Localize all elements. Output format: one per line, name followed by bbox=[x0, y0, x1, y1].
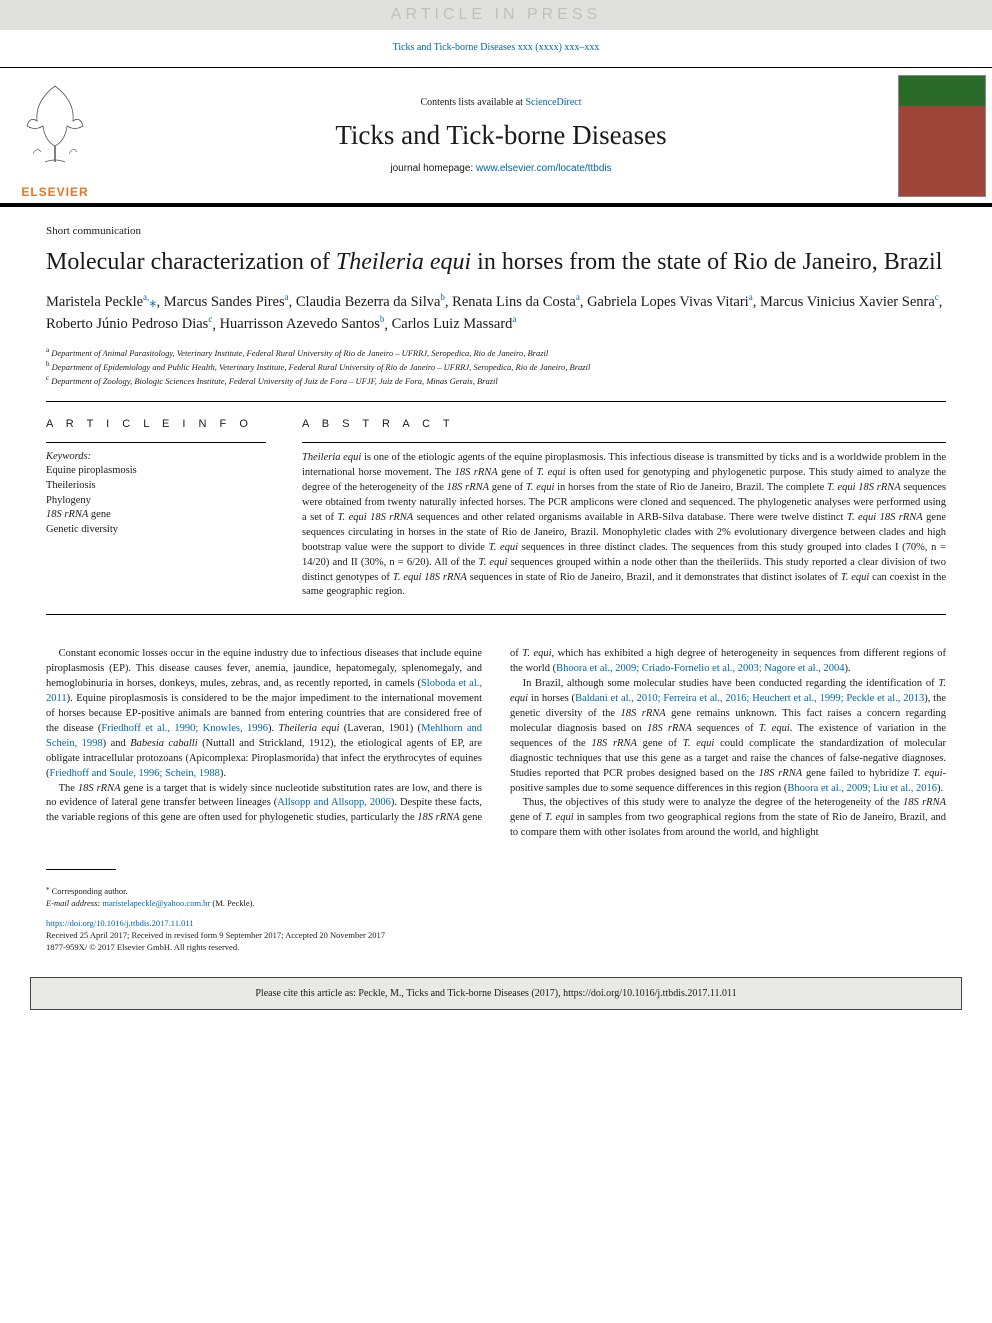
keywords-list: Equine piroplasmosisTheileriosisPhylogen… bbox=[46, 464, 266, 537]
affiliation: a Department of Animal Parasitology, Vet… bbox=[46, 346, 946, 360]
body-paragraph: Thus, the objectives of this study were … bbox=[510, 796, 946, 841]
doi-link[interactable]: https://doi.org/10.1016/j.ttbdis.2017.11… bbox=[46, 918, 946, 930]
author: Huarrisson Azevedo Santosb bbox=[220, 316, 385, 332]
contents-lists-line: Contents lists available at ScienceDirec… bbox=[110, 97, 892, 108]
email-line: E-mail address: maristelapeckle@yahoo.co… bbox=[46, 898, 946, 910]
keyword: Theileriosis bbox=[46, 479, 266, 494]
divider bbox=[46, 401, 946, 402]
corresponding-email-link[interactable]: maristelapeckle@yahoo.com.br bbox=[102, 898, 210, 908]
journal-header-center: Contents lists available at ScienceDirec… bbox=[110, 68, 892, 203]
affiliation-list: a Department of Animal Parasitology, Vet… bbox=[46, 346, 946, 387]
page-container: ARTICLE IN PRESS Ticks and Tick-borne Di… bbox=[0, 0, 992, 1010]
abstract-text: Theileria equi is one of the etiologic a… bbox=[302, 451, 946, 600]
keyword: Equine piroplasmosis bbox=[46, 464, 266, 479]
author: Maristela Pecklea,⁎ bbox=[46, 294, 157, 310]
body-paragraph: Constant economic losses occur in the eq… bbox=[46, 647, 482, 781]
author: Roberto Júnio Pedroso Diasc bbox=[46, 316, 212, 332]
keyword: 18S rRNA gene bbox=[46, 508, 266, 523]
contents-prefix: Contents lists available at bbox=[420, 97, 525, 108]
body-paragraph: In Brazil, although some molecular studi… bbox=[510, 677, 946, 796]
info-abstract-row: A R T I C L E I N F O Keywords: Equine p… bbox=[46, 418, 946, 600]
author: Carlos Luiz Massarda bbox=[392, 316, 517, 332]
title-pre: Molecular characterization of bbox=[46, 249, 336, 275]
journal-homepage-line: journal homepage: www.elsevier.com/locat… bbox=[110, 163, 892, 174]
affiliation: c Department of Zoology, Biologic Scienc… bbox=[46, 374, 946, 388]
journal-homepage-link[interactable]: www.elsevier.com/locate/ttbdis bbox=[476, 163, 612, 174]
doi-block: https://doi.org/10.1016/j.ttbdis.2017.11… bbox=[0, 910, 992, 968]
divider bbox=[46, 614, 946, 615]
abstract-column: A B S T R A C T Theileria equi is one of… bbox=[302, 418, 946, 600]
journal-header: ELSEVIER Contents lists available at Sci… bbox=[0, 67, 992, 207]
footnotes: ⁎ Corresponding author. E-mail address: … bbox=[0, 884, 992, 910]
elsevier-tree-icon bbox=[15, 76, 95, 166]
article-title: Molecular characterization of Theileria … bbox=[46, 247, 946, 277]
received-dates: Received 25 April 2017; Received in revi… bbox=[46, 930, 946, 942]
publisher-logo: ELSEVIER bbox=[0, 68, 110, 203]
title-post: in horses from the state of Rio de Janei… bbox=[471, 249, 942, 275]
footnote-separator bbox=[46, 869, 116, 870]
divider bbox=[46, 442, 266, 443]
abstract-heading: A B S T R A C T bbox=[302, 418, 946, 430]
author: Claudia Bezerra da Silvab bbox=[296, 294, 445, 310]
keywords-label: Keywords: bbox=[46, 451, 266, 462]
keyword: Genetic diversity bbox=[46, 523, 266, 538]
keyword: Phylogeny bbox=[46, 494, 266, 509]
citation-box: Please cite this article as: Peckle, M.,… bbox=[30, 977, 962, 1010]
body-text-columns: Constant economic losses occur in the eq… bbox=[46, 647, 946, 841]
article-info-column: A R T I C L E I N F O Keywords: Equine p… bbox=[46, 418, 266, 600]
author: Marcus Vinicius Xavier Senrac bbox=[760, 294, 939, 310]
email-label: E-mail address: bbox=[46, 898, 100, 908]
affiliation: b Department of Epidemiology and Public … bbox=[46, 360, 946, 374]
author-list: Maristela Pecklea,⁎, Marcus Sandes Pires… bbox=[46, 291, 946, 336]
issn-copyright: 1877-959X/ © 2017 Elsevier GmbH. All rig… bbox=[46, 942, 946, 954]
cover-image bbox=[898, 75, 986, 197]
journal-title: Ticks and Tick-borne Diseases bbox=[110, 120, 892, 151]
author: Renata Lins da Costaa bbox=[452, 294, 580, 310]
journal-cover-thumbnail bbox=[892, 68, 992, 203]
sciencedirect-link[interactable]: ScienceDirect bbox=[525, 97, 581, 108]
author: Marcus Sandes Piresa bbox=[164, 294, 289, 310]
corresponding-author-note: ⁎ Corresponding author. bbox=[46, 884, 946, 898]
email-suffix: (M. Peckle). bbox=[212, 898, 254, 908]
running-head: Ticks and Tick-borne Diseases xxx (xxxx)… bbox=[0, 30, 992, 67]
article-info-heading: A R T I C L E I N F O bbox=[46, 418, 266, 430]
title-italic-species: Theileria equi bbox=[336, 249, 471, 275]
homepage-prefix: journal homepage: bbox=[390, 163, 476, 174]
elsevier-wordmark: ELSEVIER bbox=[21, 185, 88, 199]
author: Gabriela Lopes Vivas Vitaria bbox=[587, 294, 753, 310]
divider bbox=[302, 442, 946, 443]
article-in-press-banner: ARTICLE IN PRESS bbox=[0, 0, 992, 30]
article-type: Short communication bbox=[46, 225, 946, 237]
